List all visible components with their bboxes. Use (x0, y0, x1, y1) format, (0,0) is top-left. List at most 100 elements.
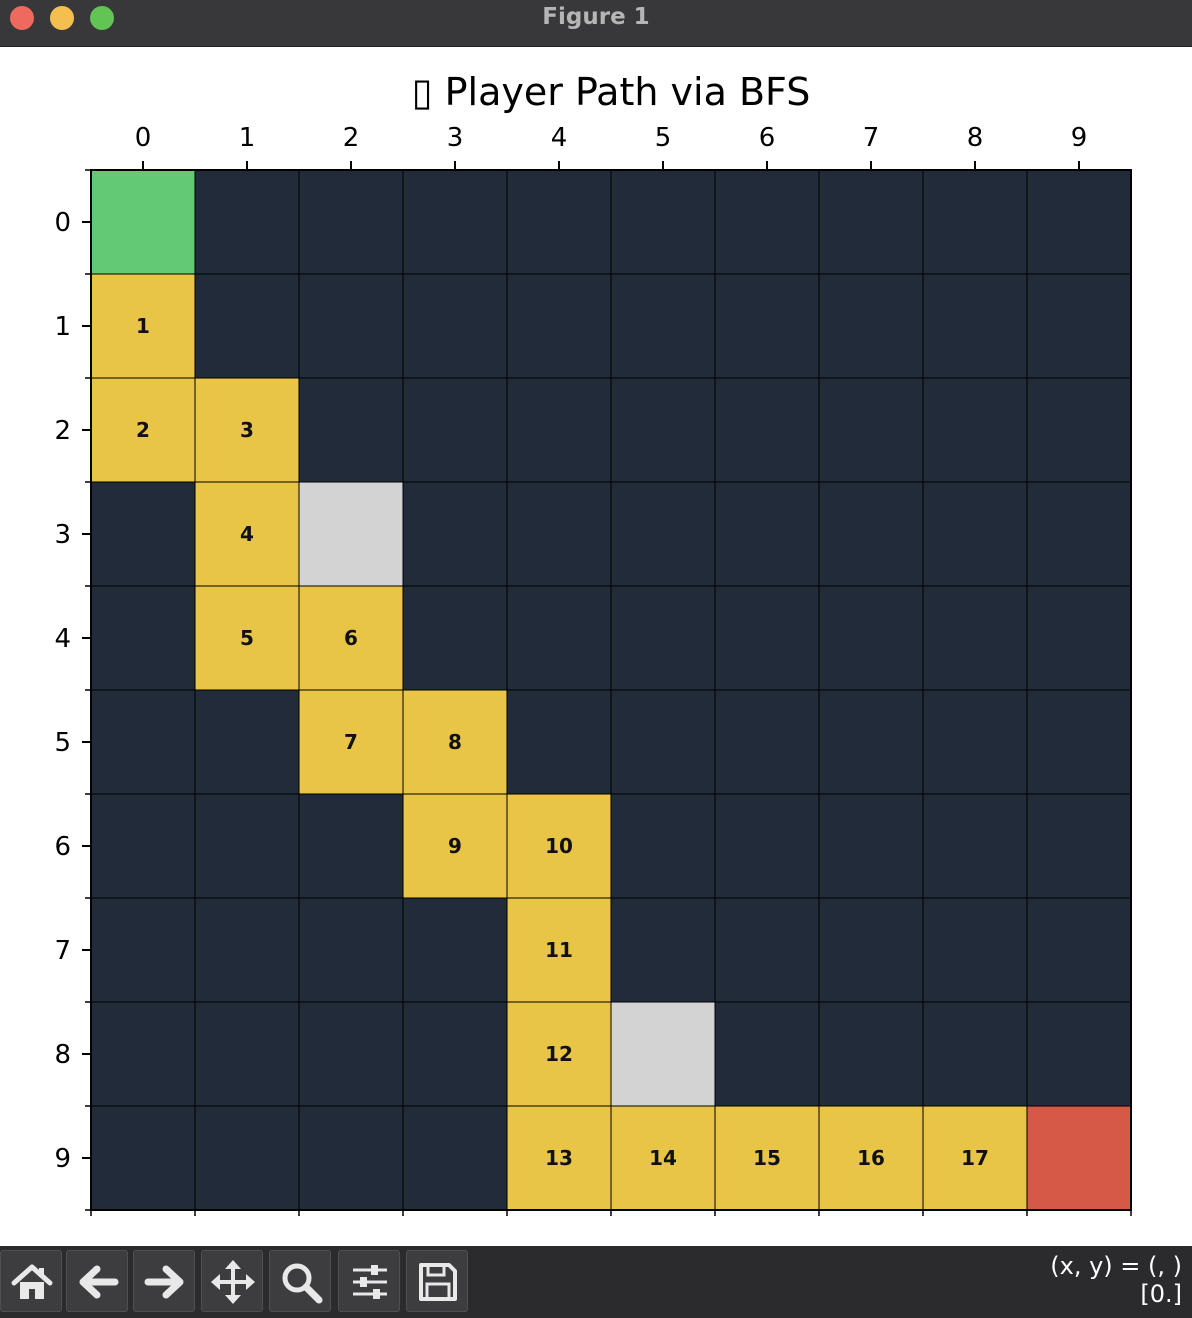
grid-cell-empty (194, 897, 300, 1003)
grid-cell-empty (90, 897, 196, 1003)
grid-cell-empty (714, 793, 820, 899)
x-tick-label: 8 (967, 123, 984, 153)
path-step-label: 17 (961, 1146, 989, 1170)
grid-cell-empty (818, 689, 924, 795)
sliders-icon (353, 1265, 387, 1299)
grid-cell-empty (402, 169, 508, 275)
grid-cell-empty (402, 1105, 508, 1211)
grid-cell-empty (1026, 273, 1132, 379)
save-button[interactable] (406, 1250, 468, 1312)
grid-cell-empty (402, 897, 508, 1003)
forward-button[interactable] (133, 1250, 195, 1312)
y-tick-label: 2 (54, 416, 71, 446)
grid-cell-empty (298, 897, 404, 1003)
back-button[interactable] (66, 1250, 128, 1312)
y-tick-label: 0 (54, 208, 71, 238)
grid-cell-empty (194, 1001, 300, 1107)
x-tick-label: 4 (551, 123, 568, 153)
grid-cell-empty (922, 793, 1028, 899)
grid-cell-empty (714, 689, 820, 795)
grid-cell-empty (298, 1001, 404, 1107)
close-button[interactable] (10, 6, 34, 30)
x-tick-label: 9 (1071, 123, 1088, 153)
grid-cell-empty (922, 897, 1028, 1003)
grid-cell-empty (714, 585, 820, 691)
grid-cell-empty (922, 689, 1028, 795)
arrow-right-icon (144, 1265, 184, 1299)
path-step-label: 5 (240, 626, 254, 650)
grid-cell-path (402, 689, 508, 795)
grid-cell-empty (610, 169, 716, 275)
grid-cell-empty (402, 377, 508, 483)
navigation-toolbar: (x, y) = (, ) [0.] (0, 1246, 1192, 1318)
window-titlebar: Figure 1 (0, 0, 1192, 47)
x-tick-label: 3 (447, 123, 464, 153)
grid-cell-empty (90, 481, 196, 587)
pan-button[interactable] (201, 1250, 263, 1312)
figure-canvas[interactable]: ▯ Player Path via BFS 1 2 3 4 5 6 7 8 9 10 11 12 13 14… (0, 47, 1192, 1245)
path-step-label: 12 (545, 1042, 573, 1066)
window-title: Figure 1 (542, 4, 650, 30)
grid-cell-empty (818, 169, 924, 275)
grid-cell-empty (714, 1001, 820, 1107)
grid-cell-obstacle (610, 1001, 716, 1107)
grid-cell-empty (90, 1001, 196, 1107)
grid-cell-empty (298, 1105, 404, 1211)
grid-cell-empty (506, 689, 612, 795)
path-step-label: 1 (136, 314, 150, 338)
grid-cell-empty (90, 1105, 196, 1211)
grid-cell-path (610, 1105, 716, 1211)
grid-cell-empty (298, 793, 404, 899)
y-tick-label: 9 (54, 1144, 71, 1174)
grid-cell-empty (1026, 689, 1132, 795)
grid-cell-empty (610, 585, 716, 691)
grid-cell-empty (506, 377, 612, 483)
zoom-button[interactable] (269, 1250, 331, 1312)
grid-cell-empty (402, 273, 508, 379)
grid-cell-path (506, 793, 612, 899)
grid-cell-empty (714, 273, 820, 379)
y-tick-label: 4 (54, 624, 71, 654)
coords-readout: (x, y) = (, ) (1050, 1252, 1182, 1280)
grid-cell-empty (818, 481, 924, 587)
grid-cell-empty (90, 585, 196, 691)
grid-cell-empty (90, 689, 196, 795)
grid-cell-empty (1026, 481, 1132, 587)
zoom-window-button[interactable] (90, 6, 114, 30)
path-step-label: 4 (240, 522, 254, 546)
configure-subplots-button[interactable] (338, 1250, 400, 1312)
grid-cell-empty (922, 481, 1028, 587)
x-tick-label: 1 (239, 123, 256, 153)
grid-cell-empty (818, 793, 924, 899)
home-button[interactable] (0, 1250, 62, 1312)
y-tick-label: 1 (54, 312, 71, 342)
grid-cell-empty (714, 897, 820, 1003)
grid-cell-empty (194, 273, 300, 379)
path-step-label: 8 (448, 730, 462, 754)
grid-cell-path (506, 1105, 612, 1211)
y-tick-label: 8 (54, 1040, 71, 1070)
grid-cell-empty (818, 1001, 924, 1107)
grid-cell-empty (1026, 585, 1132, 691)
grid-cell-empty (818, 897, 924, 1003)
grid-cell-obstacle (298, 481, 404, 587)
path-step-label: 15 (753, 1146, 781, 1170)
grid-cell-empty (818, 377, 924, 483)
chart-title: ▯ Player Path via BFS (412, 70, 811, 114)
path-step-label: 10 (545, 834, 573, 858)
grid-cell-empty (610, 897, 716, 1003)
minimize-button[interactable] (50, 6, 74, 30)
grid-cell-empty (1026, 169, 1132, 275)
grid-cell-empty (714, 377, 820, 483)
grid-cell-empty (506, 273, 612, 379)
coords-value: [0.] (1140, 1280, 1182, 1308)
grid-cell-empty (1026, 1001, 1132, 1107)
grid-cell-empty (818, 585, 924, 691)
grid-cell-empty (298, 169, 404, 275)
x-tick-label: 7 (863, 123, 880, 153)
path-step-label: 7 (344, 730, 358, 754)
grid-cell-path (714, 1105, 820, 1211)
grid-cell-empty (194, 793, 300, 899)
grid-cell-empty (610, 481, 716, 587)
path-step-label: 2 (136, 418, 150, 442)
